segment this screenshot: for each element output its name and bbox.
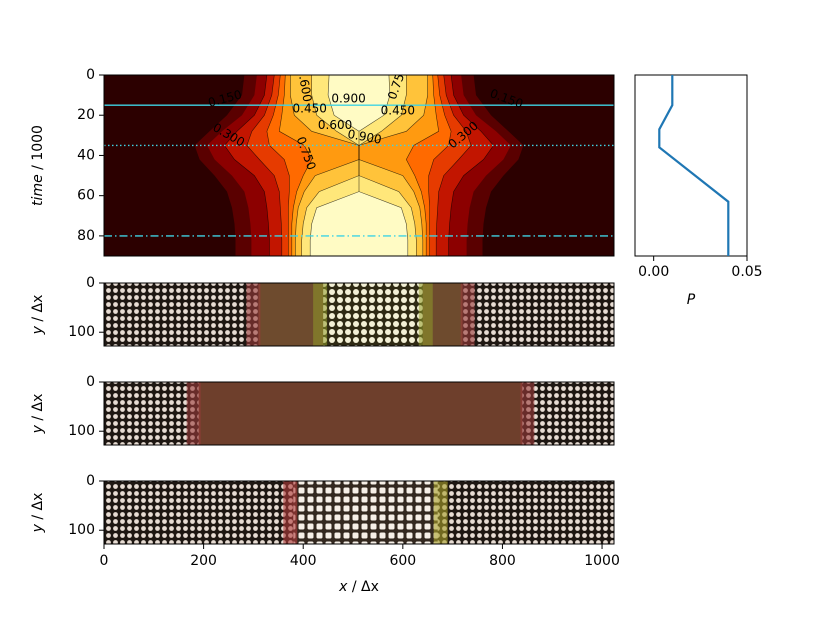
y-axis-label: y / Δx [30,295,46,336]
snapshot-panel-3: 0 100 y / Δx 0 200 400 600 800 1000 x / Δx [30,473,620,595]
x-tick-label: 0.05 [731,264,762,280]
interface-band [418,283,433,346]
y-tick-label: 40 [77,147,95,163]
x-tick-label: 1000 [584,553,620,569]
contour-label: 0.900 [346,127,382,147]
liquid-region [198,382,523,445]
x-axis-label: P [687,292,696,308]
contour-label: 0.600 [318,118,352,132]
snapshot-frame [103,381,615,446]
interface-band [186,382,201,445]
probability-panel: 0.00 0.05 P [634,74,763,308]
y-axis-label: y / Δx [30,493,46,534]
y-tick-label: 20 [77,107,95,123]
x-tick-label: 400 [290,553,317,569]
y-axis-label: time / 1000 [30,125,46,206]
y-tick-label: 60 [77,188,95,204]
x-tick-label: 0.00 [638,264,669,280]
contour-label: 0.450 [293,102,327,116]
interface-band [313,283,328,346]
y-tick-label: 100 [68,423,95,439]
p-frame [634,74,748,257]
y-tick-label: 0 [86,275,95,291]
x-tick-label: 600 [389,553,416,569]
x-tick-label: 0 [100,553,109,569]
inner-crystal-region [293,481,438,544]
y-tick-label: 100 [68,324,95,340]
p-series-line [658,75,730,256]
y-tick-label: 0 [86,374,95,390]
contour-band [309,75,409,256]
y-axis-label: y / Δx [30,394,46,435]
y-tick-label: 0 [86,67,95,83]
y-tick-label: 0 [86,473,95,489]
x-axis-label: x / Δx [338,579,379,595]
contour-label: 0.600 [295,67,315,103]
interface-band [520,382,535,445]
snapshot-frame [103,480,615,545]
y-tick-label: 100 [68,522,95,538]
interface-band [433,481,448,544]
contour-frame [103,74,615,257]
interface-band [460,283,475,346]
snapshot-panel-2: 0 100 y / Δx [30,374,615,446]
interface-band [246,283,261,346]
x-tick-label: 800 [489,553,516,569]
interface-band [283,481,298,544]
x-tick-label: 200 [190,553,217,569]
y-tick-label: 80 [77,228,95,244]
inner-crystal-region [323,283,423,346]
contour-label: 0.450 [381,104,415,118]
contour-label: 0.900 [331,92,365,106]
snapshot-frame [103,282,615,347]
snapshot-panel-1: 0 100 y / Δx [30,275,615,347]
